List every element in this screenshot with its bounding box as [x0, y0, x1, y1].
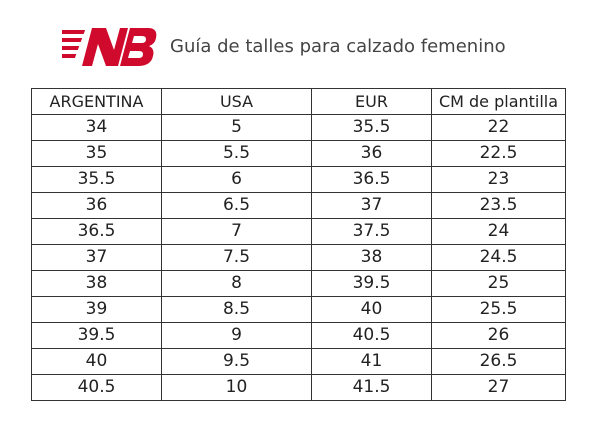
table-cell: 38 — [31, 270, 162, 297]
table-row: 35 5.5 36 22.5 — [31, 140, 566, 167]
table-row: 40.5 10 41.5 27 — [31, 374, 566, 401]
column-header: USA — [161, 88, 312, 115]
table-cell: 35.5 — [311, 114, 432, 141]
table-cell: 39 — [31, 296, 162, 323]
table-cell: 24.5 — [431, 244, 566, 271]
table-row: 40 9.5 41 26.5 — [31, 348, 566, 375]
table-row: 37 7.5 38 24.5 — [31, 244, 566, 271]
logo-shapes — [62, 28, 157, 66]
table-cell: 6.5 — [161, 192, 312, 219]
table-cell: 7.5 — [161, 244, 312, 271]
table-row: 39.5 9 40.5 26 — [31, 322, 566, 349]
table-cell: 40 — [311, 296, 432, 323]
table-row: 39 8.5 40 25.5 — [31, 296, 566, 323]
table-cell: 23.5 — [431, 192, 566, 219]
table-cell: 26 — [431, 322, 566, 349]
table-cell: 5.5 — [161, 140, 312, 167]
table-cell: 36.5 — [31, 218, 162, 245]
table-cell: 22 — [431, 114, 566, 141]
table-cell: 22.5 — [431, 140, 566, 167]
table-cell: 6 — [161, 166, 312, 193]
table-cell: 36.5 — [311, 166, 432, 193]
table-cell: 40 — [31, 348, 162, 375]
table-cell: 41.5 — [311, 374, 432, 401]
header-row: ARGENTINA USA EUR CM de plantilla — [31, 88, 566, 115]
table-cell: 35 — [31, 140, 162, 167]
table-cell: 24 — [431, 218, 566, 245]
table-cell: 7 — [161, 218, 312, 245]
table-cell: 41 — [311, 348, 432, 375]
table-cell: 37 — [31, 244, 162, 271]
table-row: 36.5 7 37.5 24 — [31, 218, 566, 245]
brand-logo — [62, 28, 157, 66]
table-cell: 35.5 — [31, 166, 162, 193]
table-cell: 34 — [31, 114, 162, 141]
table-row: 34 5 35.5 22 — [31, 114, 566, 141]
table-cell: 36 — [311, 140, 432, 167]
table-row: 36 6.5 37 23.5 — [31, 192, 566, 219]
table-row: 35.5 6 36.5 23 — [31, 166, 566, 193]
table-row: 38 8 39.5 25 — [31, 270, 566, 297]
table-cell: 27 — [431, 374, 566, 401]
column-header: EUR — [311, 88, 432, 115]
table-cell: 9 — [161, 322, 312, 349]
table-cell: 8.5 — [161, 296, 312, 323]
table-cell: 40.5 — [31, 374, 162, 401]
table-cell: 8 — [161, 270, 312, 297]
table-cell: 25.5 — [431, 296, 566, 323]
title: Guía de talles para calzado femenino — [170, 36, 506, 57]
table-cell: 37.5 — [311, 218, 432, 245]
table-cell: 39.5 — [311, 270, 432, 297]
table-cell: 36 — [31, 192, 162, 219]
column-header: ARGENTINA — [31, 88, 162, 115]
table-cell: 23 — [431, 166, 566, 193]
table-cell: 39.5 — [31, 322, 162, 349]
size-table: ARGENTINA USA EUR CM de plantilla 34 5 35.5 22 3… — [31, 88, 566, 401]
table-cell: 10 — [161, 374, 312, 401]
column-header: CM de plantilla — [431, 88, 566, 115]
table-cell: 9.5 — [161, 348, 312, 375]
table-cell: 38 — [311, 244, 432, 271]
table-cell: 26.5 — [431, 348, 566, 375]
table-cell: 25 — [431, 270, 566, 297]
table-cell: 5 — [161, 114, 312, 141]
table-cell: 40.5 — [311, 322, 432, 349]
table-cell: 37 — [311, 192, 432, 219]
